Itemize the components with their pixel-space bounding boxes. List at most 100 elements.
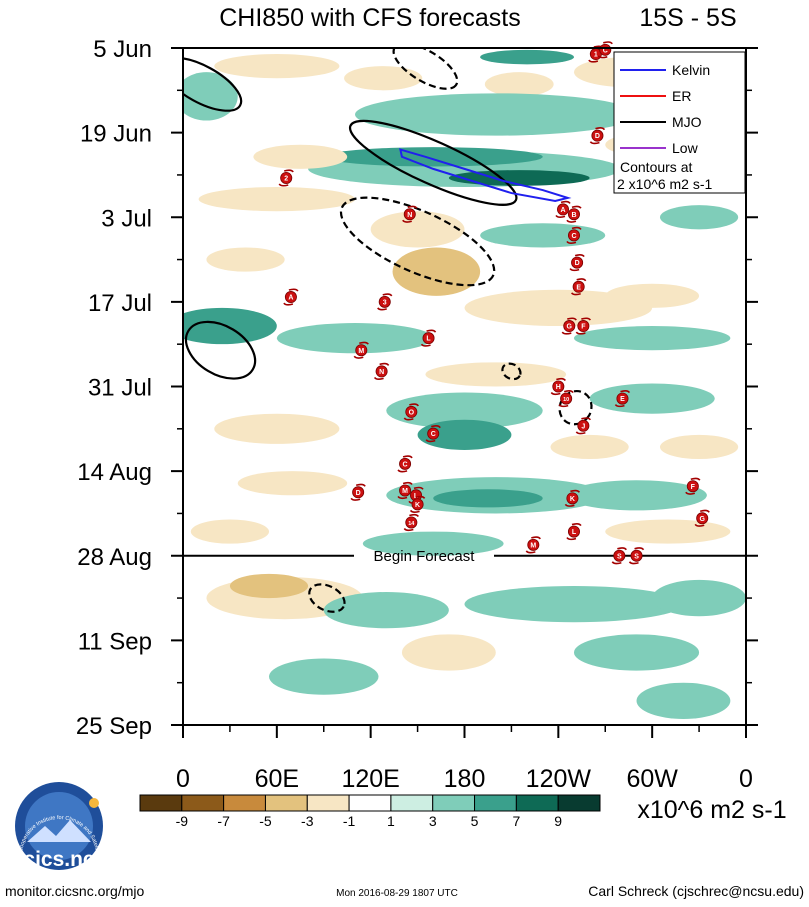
anomaly-patch-6 (183, 72, 238, 121)
storm-marker-16: N (373, 362, 390, 380)
y-tick-label-8: 25 Sep (76, 713, 152, 740)
storm-marker-34: S (611, 547, 627, 565)
storm-swirl-bottom-25 (397, 495, 408, 500)
storm-disc-14 (422, 332, 435, 345)
anomaly-patch-30 (214, 413, 340, 444)
y-tick-label-3: 17 Jul (88, 290, 152, 317)
storm-swirl-bottom-13 (575, 331, 586, 335)
storm-disc-16 (375, 365, 388, 378)
colorbar-cell-4 (306, 794, 350, 812)
storm-label-20: O (409, 409, 415, 416)
anomaly-patch-45 (652, 579, 746, 617)
anomaly-patch-22 (464, 289, 653, 327)
colorbar-level-8: 7 (512, 813, 520, 829)
storm-label-12: G (567, 324, 573, 331)
storm-swirl-bottom-22 (425, 439, 436, 443)
mjo-contour-layer (183, 48, 593, 613)
anomaly-patch-12 (253, 144, 348, 169)
storm-marker-4: N (402, 205, 418, 223)
storm-marker-8: D (569, 253, 585, 272)
legend-label-er: ER (672, 88, 691, 104)
storm-swirl-bottom-2 (278, 183, 289, 187)
storm-swirl-top-34 (617, 547, 627, 551)
storm-swirl-bottom-33 (525, 550, 536, 554)
storm-disc-19 (616, 392, 629, 405)
mjo-contour-1 (348, 119, 518, 206)
y-tick-label-7: 11 Sep (78, 628, 152, 655)
storm-marker-23: C (397, 455, 413, 473)
storm-swirl-top-14 (426, 329, 437, 333)
storm-disc-12 (563, 320, 576, 333)
storm-disc-4 (403, 208, 416, 221)
storm-swirl-top-16 (379, 362, 390, 366)
colorbar-level-5: 1 (387, 813, 395, 829)
storm-marker-2: 2 (278, 169, 294, 187)
colorbar: -9 -7 -5 -3 -1 1 3 5 7 9 (139, 794, 601, 829)
anomaly-patch-43 (323, 592, 449, 629)
anomaly-patch-25 (276, 323, 434, 354)
storm-disc-30 (405, 516, 418, 529)
storm-swirl-top-30 (409, 513, 419, 518)
storm-swirl-bottom-12 (561, 331, 572, 335)
storm-marker-13: F (575, 317, 592, 335)
colorbar-level-3: -3 (301, 813, 314, 829)
storm-disc-9 (572, 280, 585, 293)
storm-swirl-bottom-4 (402, 219, 412, 223)
storm-disc-22 (427, 427, 440, 440)
storm-disc-35 (630, 549, 643, 562)
mjo-contour-0 (183, 56, 243, 112)
colorbar-cell-9 (515, 794, 559, 812)
storm-swirl-top-1 (603, 41, 613, 45)
storm-disc-28 (566, 492, 579, 505)
storm-swirl-top-18 (563, 389, 574, 394)
storm-marker-3: D (589, 127, 606, 145)
storm-marker-9: E (570, 278, 587, 296)
storm-swirl-bottom-14 (420, 343, 431, 347)
storm-swirl-top-13 (581, 317, 592, 321)
anomaly-patch-49 (464, 676, 590, 713)
storm-label-3: D (595, 133, 600, 140)
footer-author: Carl Schreck (cjschrec@ncsu.edu) (588, 883, 804, 899)
storm-disc-23 (399, 457, 412, 470)
storm-label-33: M (530, 542, 536, 549)
y-tick-label-6: 28 Aug (77, 544, 152, 571)
storm-marker-33: M (525, 536, 541, 554)
storm-marker-29: F (685, 477, 701, 495)
storm-swirl-bottom-18 (558, 404, 569, 408)
storm-swirl-bottom-19 (614, 404, 625, 408)
storm-marker-31: G (694, 509, 710, 527)
anomaly-patch-23 (605, 283, 700, 308)
storm-swirl-bottom-31 (694, 523, 705, 527)
storm-marker-17: H (550, 377, 566, 396)
storm-label-2: 2 (284, 176, 288, 183)
storm-swirl-bottom-15 (353, 355, 364, 359)
anomaly-layer (183, 49, 746, 719)
colorbar-cell-10 (557, 794, 601, 812)
storm-marker-24: D (350, 483, 366, 501)
storm-label-1: C (603, 47, 608, 54)
anomaly-patch-21 (206, 247, 285, 272)
storm-label-10: A (288, 295, 293, 302)
storm-swirl-top-22 (431, 425, 441, 429)
storm-swirl-bottom-3 (589, 141, 600, 145)
storm-label-34: S (617, 553, 622, 560)
storm-swirl-top-4 (407, 205, 418, 209)
anomaly-patch-40 (605, 519, 731, 544)
storm-swirl-bottom-16 (373, 376, 384, 380)
anomaly-patch-36 (566, 480, 707, 511)
anomaly-patch-33 (659, 434, 739, 460)
storm-disc-25 (399, 484, 412, 497)
anomaly-patch-48 (269, 658, 379, 695)
x-tick-label-1: 60E (255, 765, 299, 793)
storm-label-0: 1 (594, 52, 598, 59)
colorbar-cell-8 (474, 794, 517, 812)
storm-marker-28: K (564, 489, 581, 507)
storm-marker-11: 3 (377, 293, 393, 311)
storm-swirl-bottom-8 (569, 268, 580, 272)
colorbar-level-2: -5 (259, 813, 272, 829)
colorbar-cell-0 (139, 794, 183, 812)
mjo-contour-2 (184, 320, 257, 380)
anomaly-patch-35 (433, 489, 543, 508)
x-tick-label-4: 120W (526, 765, 592, 793)
